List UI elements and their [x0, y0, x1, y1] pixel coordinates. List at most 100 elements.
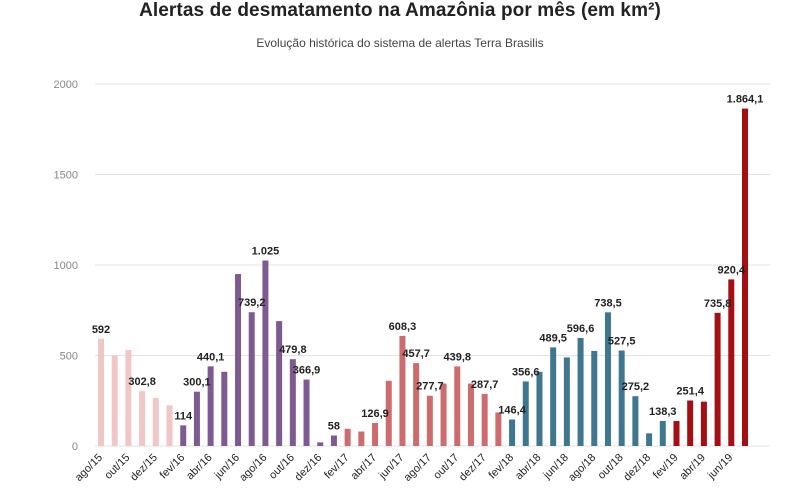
bar-mai-19	[714, 312, 721, 446]
bar-mar-17	[358, 431, 365, 446]
data-label: 275,2	[622, 381, 650, 393]
data-label: 277,7	[416, 381, 444, 393]
x-tick-label: out/16	[267, 452, 297, 482]
data-label: 457,7	[402, 348, 430, 360]
y-tick-label: 2000	[54, 79, 78, 91]
bar-mai-17	[385, 380, 392, 446]
data-label: 146,4	[498, 405, 526, 417]
x-tick-label: abr/19	[677, 452, 708, 483]
bar-fev-19	[673, 421, 680, 446]
bar-out-15	[125, 350, 132, 446]
x-tick-label: jun/17	[376, 452, 406, 482]
data-label: 1.864,1	[727, 94, 764, 106]
data-label: 287,7	[471, 379, 499, 391]
x-tick-label: fev/18	[487, 452, 517, 482]
x-axis: ago/15out/15dez/15fev/16abr/16jun/16ago/…	[73, 452, 736, 484]
bar-dez-16	[317, 442, 324, 446]
bar-fev-17	[344, 428, 351, 446]
data-label: 58	[328, 421, 340, 433]
bar-jan-18	[495, 412, 502, 446]
bar-out-17	[454, 366, 461, 446]
y-tick-label: 500	[60, 351, 78, 363]
data-label: 920,4	[718, 264, 746, 276]
bar-nov-16	[303, 379, 310, 446]
bar-ago-16	[262, 260, 269, 446]
x-tick-label: jun/19	[705, 452, 735, 482]
bar-abr-17	[372, 423, 379, 446]
bar-mar-18	[522, 381, 529, 446]
data-label: 138,3	[649, 406, 677, 418]
data-label: 439,8	[443, 351, 471, 363]
data-label: 440,1	[197, 351, 225, 363]
x-tick-label: ago/15	[73, 452, 105, 484]
bar-ago-17	[426, 395, 433, 446]
bar-mar-16	[193, 391, 200, 446]
bar-jan-16	[166, 405, 173, 446]
x-tick-label: fev/19	[651, 452, 681, 482]
bar-nov-18	[632, 396, 639, 446]
data-label: 592	[92, 324, 110, 336]
bar-set-15	[111, 355, 118, 446]
bar-out-16	[289, 359, 296, 446]
bar-jul-18	[577, 338, 584, 446]
x-tick-label: ago/18	[566, 452, 598, 484]
bar-ago-15	[98, 338, 104, 446]
bar-layer	[98, 108, 748, 446]
data-label: 479,8	[279, 344, 307, 356]
bar-abr-18	[536, 371, 543, 446]
bar-fev-18	[509, 419, 516, 446]
data-label: 489,5	[539, 332, 567, 344]
bar-dez-18	[646, 433, 653, 446]
y-tick-label: 0	[72, 441, 78, 453]
data-label: 302,8	[128, 376, 156, 388]
data-label: 126,9	[361, 408, 389, 420]
bar-dez-17	[481, 393, 488, 446]
x-tick-label: dez/16	[293, 452, 325, 484]
x-tick-label: dez/18	[621, 452, 653, 484]
bar-mai-18	[550, 347, 557, 446]
bar-out-18	[618, 350, 625, 446]
bar-jun-16	[235, 274, 242, 446]
x-tick-label: dez/15	[128, 452, 160, 484]
x-tick-label: dez/17	[457, 452, 489, 484]
grid-layer: 0 500 1000 1500 2000	[54, 79, 770, 453]
x-tick-label: jun/16	[212, 452, 242, 482]
x-tick-label: out/17	[431, 452, 461, 482]
data-label: 251,4	[676, 385, 704, 397]
bar-fev-16	[180, 425, 187, 446]
data-label: 300,1	[183, 377, 211, 389]
bar-abr-16	[207, 366, 214, 446]
bar-jun-19	[728, 279, 735, 446]
bar-jul-16	[248, 312, 255, 446]
bar-jun-18	[563, 357, 570, 446]
data-label: 739,2	[238, 297, 266, 309]
bar-abr-19	[700, 401, 707, 446]
bar-mar-19	[687, 400, 694, 446]
x-tick-label: abr/18	[513, 452, 544, 483]
bar-ago-18	[591, 350, 598, 446]
x-tick-label: ago/16	[237, 452, 269, 484]
data-label: 527,5	[608, 336, 636, 348]
data-label: 738,5	[594, 297, 622, 309]
bar-jun-17	[399, 335, 406, 446]
data-label: 366,9	[293, 365, 321, 377]
x-tick-label: ago/17	[402, 452, 434, 484]
bar-jul-19	[742, 108, 748, 446]
y-tick-label: 1500	[54, 170, 78, 182]
x-tick-label: out/18	[596, 452, 626, 482]
bar-mai-16	[221, 371, 228, 446]
bar-nov-15	[139, 391, 146, 446]
data-label: 1.025	[252, 245, 280, 257]
x-tick-label: jun/18	[541, 452, 571, 482]
bar-set-18	[604, 312, 611, 446]
x-tick-label: fev/17	[322, 452, 352, 482]
chart-title: Alertas de desmatamento na Amazônia por …	[139, 0, 661, 21]
bar-jul-17	[413, 363, 420, 446]
bar-set-17	[440, 383, 447, 446]
bar-set-16	[276, 321, 283, 446]
data-label: 596,6	[567, 323, 595, 335]
y-tick-label: 1000	[54, 260, 78, 272]
bar-dez-15	[152, 398, 159, 446]
data-label: 114	[174, 410, 193, 422]
